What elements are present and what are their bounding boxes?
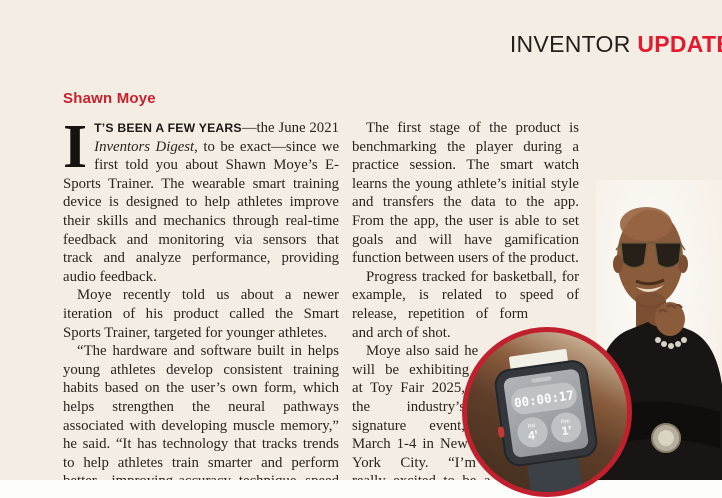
wristwatch <box>651 423 681 453</box>
stat-circle-right: Rep 1’ <box>549 410 584 445</box>
smartwatch-side-button <box>497 426 505 438</box>
smartwatch-body: 00:00:17 Rel 4’ Rep 1’ <box>492 358 600 469</box>
paragraph-4: The first stage of the product is benchm… <box>352 120 579 267</box>
publication-name: Inventors Digest <box>94 138 195 155</box>
header-title-red: UPDATE <box>630 31 722 57</box>
timer-display: 00:00:17 <box>509 380 579 416</box>
article-body: I T’S BEEN A FEW YEARS—the June 2021 Inve… <box>63 113 633 498</box>
paragraph-5: Progress tracked for basketball, for exa… <box>352 268 579 341</box>
smartwatch: 00:00:17 Rel 4’ Rep 1’ <box>491 346 605 492</box>
sunglasses-icon <box>615 241 686 269</box>
smartwatch-strap <box>527 458 585 492</box>
paragraph-6: Moye also said he will be exhibiting at … <box>352 343 490 498</box>
stat-left-value: 4’ <box>526 427 539 443</box>
inset-photo-smartwatch: 00:00:17 Rel 4’ Rep 1’ <box>462 327 632 497</box>
smartwatch-screen: 00:00:17 Rel 4’ Rep 1’ <box>502 368 590 459</box>
lead-in-text: T’S BEEN A FEW YEARS <box>94 121 242 135</box>
bracelet <box>655 337 687 349</box>
screen-status-bar <box>531 376 552 383</box>
stat-circle-left: Rel 4’ <box>515 415 550 450</box>
page-bottom-margin <box>0 480 722 498</box>
stat-right-value: 1’ <box>560 422 573 438</box>
paragraph-2: Moye recently told us about a newer iter… <box>63 287 339 341</box>
photo-wrap-spacer <box>579 211 633 309</box>
paragraph-1-rest: , to be exact—since we first told you ab… <box>63 138 340 285</box>
paragraph-1-text: —the June 2021 <box>241 120 339 136</box>
byline: Shawn Moye <box>63 90 156 107</box>
paragraph-1: I T’S BEEN A FEW YEARS—the June 2021 Inve… <box>63 113 340 286</box>
article-column-left: I T’S BEEN A FEW YEARS—the June 2021 Inve… <box>63 113 340 498</box>
drop-cap: I <box>63 113 88 181</box>
page-header: INVENTOR UPDATE <box>510 31 722 58</box>
paragraph-3: “The hardware and software built in help… <box>63 343 339 498</box>
article-column-right: The first stage of the product is benchm… <box>352 119 633 498</box>
header-title-black: INVENTOR <box>509 31 631 57</box>
